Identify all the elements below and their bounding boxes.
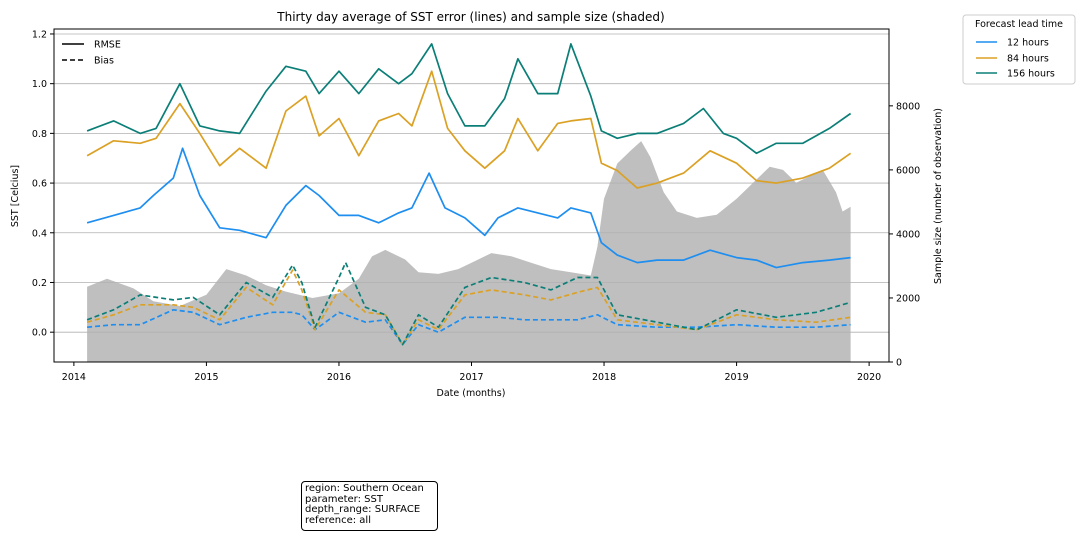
- y-tick-label: 0.0: [32, 328, 47, 339]
- chart-title: Thirty day average of SST error (lines) …: [276, 10, 664, 24]
- y-tick-label: 0.8: [32, 129, 47, 140]
- y-right-tick-label: 8000: [896, 101, 920, 112]
- rmse-legend-label: RMSE: [94, 40, 121, 51]
- metadata-depth-range: depth_range: SURFACE: [305, 504, 421, 515]
- x-tick-label: 2018: [592, 372, 616, 383]
- x-tick-label: 2016: [327, 372, 351, 383]
- lead-legend-title: Forecast lead time: [975, 19, 1063, 30]
- y-tick-label: 1.2: [32, 29, 47, 40]
- lead-time-legend: Forecast lead time 12 hours 84 hours 156…: [962, 14, 1076, 85]
- y-axis-right-label: Sample size (number of observation): [933, 108, 944, 284]
- y-tick-label: 0.2: [32, 278, 47, 289]
- lead-legend-label-12h: 12 hours: [1007, 38, 1049, 49]
- metadata-parameter: parameter: SST: [305, 493, 383, 505]
- y-right-tick-label: 0: [896, 358, 902, 369]
- x-tick-label: 2017: [459, 372, 483, 383]
- y-tick-label: 0.6: [32, 179, 47, 190]
- lead-legend-label-84h: 84 hours: [1007, 54, 1049, 65]
- series-rmse-12-hours: [86, 147, 851, 269]
- x-tick-label: 2019: [724, 372, 748, 383]
- metadata-reference: reference: all: [305, 514, 371, 526]
- series-rmse-156-hours: [86, 43, 852, 155]
- y-right-tick-label: 6000: [896, 165, 920, 176]
- x-tick-label: 2020: [857, 372, 881, 383]
- series-bias-156-hours: [86, 261, 851, 346]
- series-bias-84-hours: [86, 269, 851, 346]
- lead-legend-label-156h: 156 hours: [1007, 69, 1055, 80]
- bias-legend-label: Bias: [94, 56, 114, 67]
- lead-legend-frame: [962, 14, 1076, 85]
- y-tick-label: 0.4: [32, 228, 47, 239]
- series-bias-12-hours: [87, 308, 851, 346]
- x-tick-label: 2014: [62, 372, 86, 383]
- series-rmse-84-hours: [86, 70, 852, 189]
- y-axis-label: SST [Celcius]: [10, 165, 21, 227]
- style-legend: RMSE Bias: [62, 40, 121, 67]
- sample-size-area: [87, 141, 851, 362]
- metadata-region: region: Southern Ocean: [305, 483, 424, 494]
- y-right-tick-label: 2000: [896, 293, 920, 304]
- y-right-tick-label: 4000: [896, 229, 920, 240]
- metadata-box: region: Southern Ocean parameter: SST de…: [301, 481, 438, 531]
- y-tick-label: 1.0: [32, 79, 47, 90]
- x-tick-label: 2015: [194, 372, 218, 383]
- x-axis-label: Date (months): [437, 388, 506, 399]
